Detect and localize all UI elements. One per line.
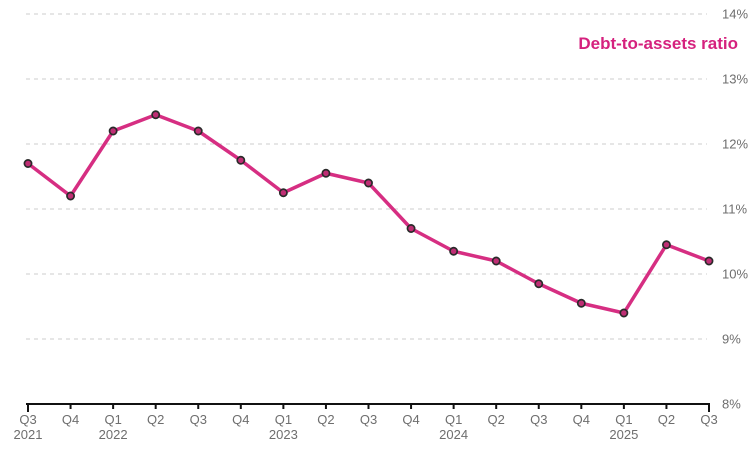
x-quarter-label: Q3: [19, 412, 36, 427]
x-quarter-label: Q4: [573, 412, 590, 427]
y-axis-label: 11%: [722, 202, 747, 217]
series-layer: [23, 110, 714, 318]
data-point: [193, 126, 203, 136]
label-layer: 8% 9% 10% 11% 12% 13% 14% Q3 Q4 Q1 Q2 Q3 Q4 Q1 Q2 Q3 Q4 Q…: [14, 7, 749, 443]
y-axis-label: 14%: [722, 7, 748, 22]
data-point: [66, 191, 76, 201]
data-point: [449, 246, 459, 256]
x-quarter-label: Q4: [62, 412, 79, 427]
x-quarter-label: Q2: [147, 412, 164, 427]
data-point: [236, 155, 246, 165]
x-year-label: 2024: [439, 427, 468, 442]
data-point: [491, 256, 501, 266]
x-quarter-label: Q1: [275, 412, 292, 427]
data-point: [619, 308, 629, 318]
series-legend-label: Debt-to-assets ratio: [578, 34, 738, 53]
x-quarter-label: Q1: [445, 412, 462, 427]
y-axis-label: 9%: [722, 332, 741, 347]
x-year-label: 2021: [14, 427, 43, 442]
x-quarter-label: Q3: [360, 412, 377, 427]
x-year-label: 2022: [99, 427, 128, 442]
data-point: [151, 110, 161, 120]
x-quarter-label: Q4: [232, 412, 249, 427]
y-axis-label: 10%: [722, 267, 748, 282]
data-point: [576, 298, 586, 308]
data-point: [364, 178, 373, 188]
data-point: [406, 224, 416, 233]
data-point: [534, 279, 544, 289]
data-point: [704, 256, 714, 266]
data-point: [661, 240, 671, 250]
x-quarter-label: Q3: [530, 412, 547, 427]
x-year-label: 2025: [609, 427, 638, 442]
axis-layer: [26, 403, 710, 412]
grid-layer: [26, 13, 707, 340]
data-point: [278, 188, 288, 198]
x-quarter-label: Q2: [488, 412, 505, 427]
data-point: [108, 126, 118, 136]
x-year-label: 2023: [269, 427, 298, 442]
x-quarter-label: Q1: [104, 412, 121, 427]
x-quarter-label: Q3: [190, 412, 207, 427]
x-quarter-label: Q2: [317, 412, 334, 427]
x-quarter-label: Q3: [700, 412, 717, 427]
data-point: [321, 168, 331, 178]
data-point: [23, 159, 33, 168]
y-axis-label: 12%: [722, 137, 748, 152]
x-quarter-label: Q1: [615, 412, 632, 427]
x-quarter-label: Q2: [658, 412, 675, 427]
y-axis-label: 8%: [722, 397, 741, 412]
x-quarter-label: Q4: [402, 412, 419, 427]
y-axis-label: 13%: [722, 72, 748, 87]
